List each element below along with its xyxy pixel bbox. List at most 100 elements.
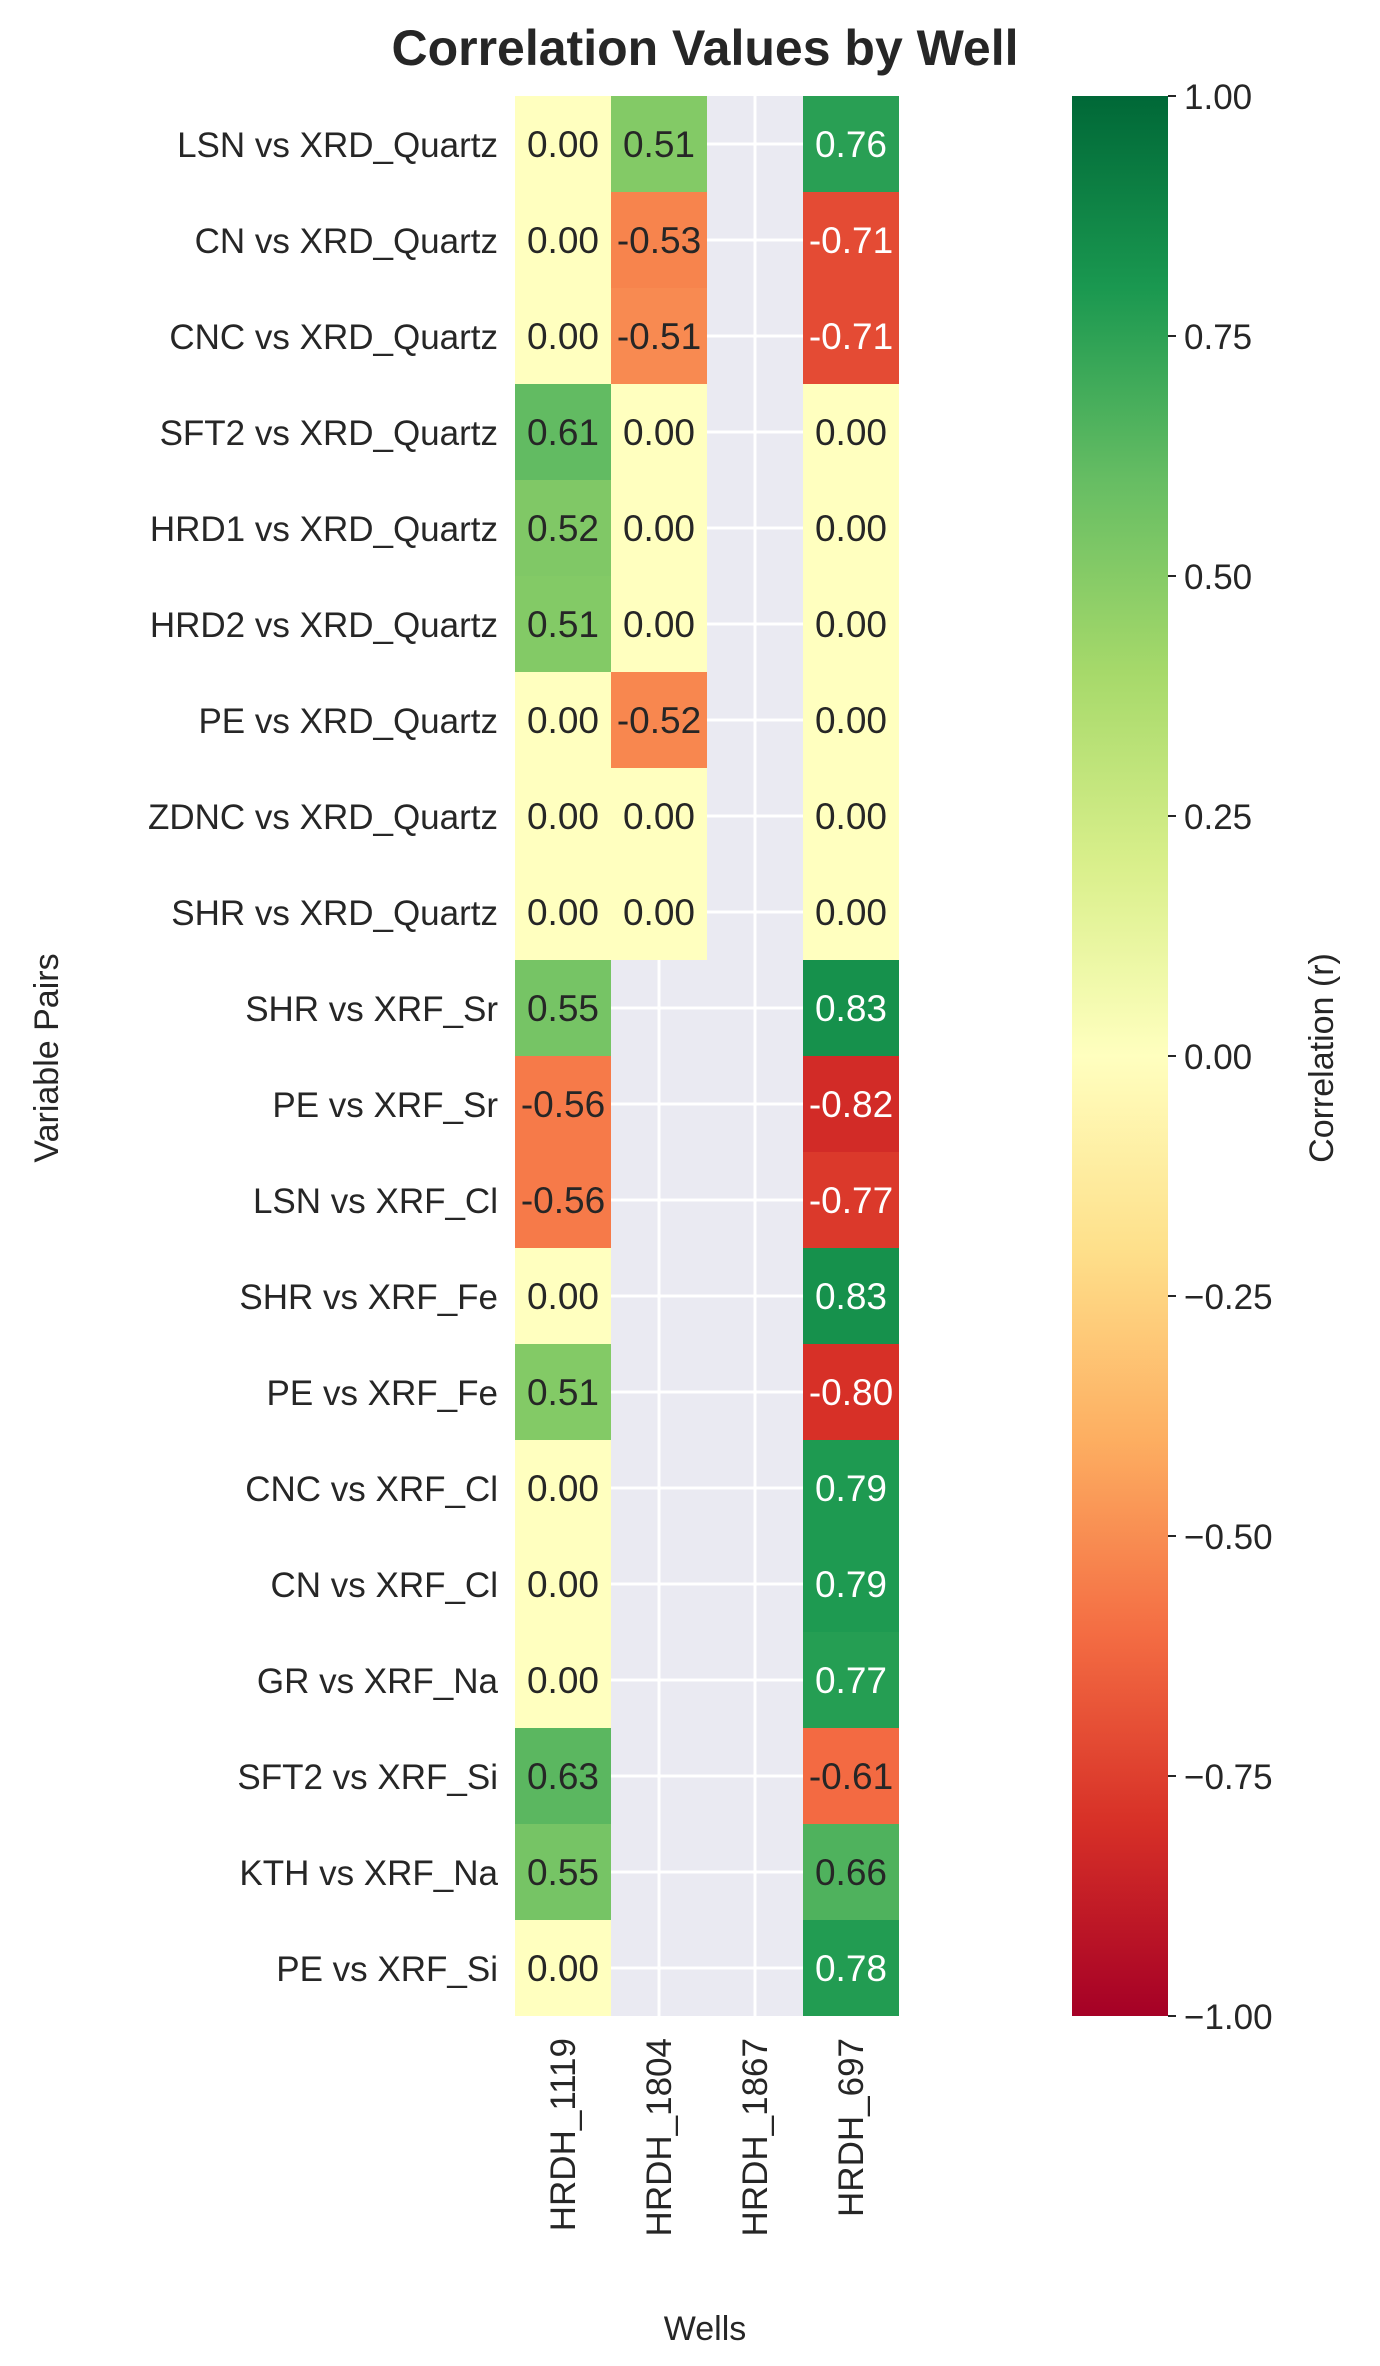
cell-value-label: -0.52: [617, 700, 701, 741]
y-tick-label: SFT2 vs XRD_Quartz: [160, 414, 498, 453]
heatmap-cell: [803, 1152, 899, 1248]
cell-value-label: -0.61: [809, 1756, 893, 1797]
heatmap-cell: [515, 1824, 611, 1920]
heatmap-cell: [803, 1344, 899, 1440]
cell-value-label: -0.71: [809, 220, 893, 261]
heatmap-cell: [803, 1536, 899, 1632]
cell-value-label: 0.00: [815, 412, 887, 453]
heatmap-cell: [803, 672, 899, 768]
heatmap-cell: [515, 96, 611, 192]
y-tick-label: PE vs XRD_Quartz: [198, 702, 498, 741]
heatmap-cell: [803, 1728, 899, 1824]
y-tick-labels: LSN vs XRD_Quartz CN vs XRD_Quartz CNC vs …: [148, 126, 499, 1989]
heatmap-cell: [515, 1728, 611, 1824]
heatmap-cell: [611, 576, 707, 672]
y-tick-label: LSN vs XRF_Cl: [253, 1182, 498, 1221]
cell-value-label: 0.78: [815, 1948, 887, 1989]
y-tick-label: ZDNC vs XRD_Quartz: [148, 798, 498, 837]
y-tick-label: SFT2 vs XRF_Si: [237, 1758, 498, 1797]
cell-value-label: 0.51: [527, 1372, 599, 1413]
cell-value-label: 0.00: [623, 412, 695, 453]
cell-value-label: 0.00: [527, 1468, 599, 1509]
cell-value-label: 0.00: [527, 220, 599, 261]
cell-value-label: 0.00: [623, 508, 695, 549]
y-tick-label: LSN vs XRD_Quartz: [177, 126, 498, 165]
x-tick-label: HRDH_1119: [544, 2038, 583, 2231]
heatmap-cell: [515, 576, 611, 672]
x-tick-labels: HRDH_1119 HRDH_1804 HRDH_1867 HRDH_697: [544, 2038, 871, 2236]
heatmap-cell: [803, 1824, 899, 1920]
x-tick-label: HRDH_697: [832, 2038, 871, 2217]
colorbar-tick-label: 0.25: [1184, 798, 1252, 837]
cell-value-label: 0.63: [527, 1756, 599, 1797]
heatmap-cell: [611, 672, 707, 768]
cell-value-label: 0.55: [527, 988, 599, 1029]
cell-value-label: 0.00: [527, 1660, 599, 1701]
cell-value-label: 0.00: [815, 892, 887, 933]
heatmap-cell: [803, 960, 899, 1056]
heatmap-cell: [611, 192, 707, 288]
cell-value-label: 0.51: [527, 604, 599, 645]
heatmap-cell: [803, 96, 899, 192]
y-tick-label: HRD2 vs XRD_Quartz: [150, 606, 498, 645]
cell-value-label: -0.82: [809, 1084, 893, 1125]
heatmap-cell: [803, 1632, 899, 1728]
cell-value-label: 0.00: [527, 700, 599, 741]
cell-value-label: 0.00: [815, 604, 887, 645]
y-tick-label: SHR vs XRF_Fe: [239, 1278, 498, 1317]
cell-value-label: 0.83: [815, 988, 887, 1029]
heatmap-cell: [515, 960, 611, 1056]
y-tick-label: KTH vs XRF_Na: [239, 1854, 498, 1893]
y-axis-label: Variable Pairs: [28, 953, 66, 1162]
heatmap-cell: [803, 864, 899, 960]
cell-value-label: 0.79: [815, 1564, 887, 1605]
cell-value-label: -0.56: [521, 1084, 605, 1125]
heatmap-cell: [803, 1920, 899, 2016]
cell-value-label: -0.56: [521, 1180, 605, 1221]
heatmap-cell: [803, 288, 899, 384]
cell-value-label: 0.00: [815, 700, 887, 741]
y-tick-label: PE vs XRF_Fe: [267, 1374, 498, 1413]
colorbar-gradient: [1072, 96, 1168, 2016]
cell-value-label: 0.00: [527, 796, 599, 837]
heatmap-cell: [515, 480, 611, 576]
cell-value-label: 0.55: [527, 1852, 599, 1893]
heatmap-cell: [515, 1536, 611, 1632]
heatmap-cell: [803, 1248, 899, 1344]
colorbar-tick-label: 0.50: [1184, 558, 1252, 597]
cell-value-label: 0.00: [527, 892, 599, 933]
heatmap-cell: [803, 576, 899, 672]
colorbar: 1.00 0.75 0.50 0.25 0.00 −0.25 −0.50 −0.75 −1.00: [1072, 78, 1273, 2037]
y-tick-label: CN vs XRF_Cl: [270, 1566, 498, 1605]
cell-value-label: -0.80: [809, 1372, 893, 1413]
heatmap-cell: [515, 384, 611, 480]
x-tick-label: HRDH_1804: [640, 2038, 679, 2236]
colorbar-tick-label: 0.00: [1184, 1038, 1252, 1077]
cell-value-label: 0.77: [815, 1660, 887, 1701]
heatmap-cell: [611, 96, 707, 192]
heatmap-cell: [515, 1152, 611, 1248]
colorbar-tick-label: 1.00: [1184, 78, 1252, 117]
heatmap-cell: [515, 1248, 611, 1344]
cell-value-label: 0.00: [527, 124, 599, 165]
cell-value-label: 0.00: [815, 796, 887, 837]
chart-title: Correlation Values by Well: [391, 20, 1018, 76]
heatmap-cell: [611, 768, 707, 864]
cell-value-label: 0.00: [527, 1276, 599, 1317]
cell-value-label: -0.53: [617, 220, 701, 261]
y-tick-label: SHR vs XRD_Quartz: [171, 894, 498, 933]
y-tick-label: PE vs XRF_Si: [276, 1950, 498, 1989]
y-tick-label: GR vs XRF_Na: [257, 1662, 499, 1701]
x-axis-label: Wells: [664, 2310, 747, 2348]
heatmap-cell: [611, 384, 707, 480]
cell-value-label: 0.00: [527, 316, 599, 357]
cell-value-label: -0.51: [617, 316, 701, 357]
heatmap-cell: [611, 480, 707, 576]
heatmap-cell: [515, 1344, 611, 1440]
heatmap-cell: [803, 384, 899, 480]
cell-value-label: 0.00: [527, 1948, 599, 1989]
cell-value-label: 0.52: [527, 508, 599, 549]
colorbar-label: Correlation (r): [1303, 953, 1341, 1163]
colorbar-tick-label: 0.75: [1184, 318, 1252, 357]
